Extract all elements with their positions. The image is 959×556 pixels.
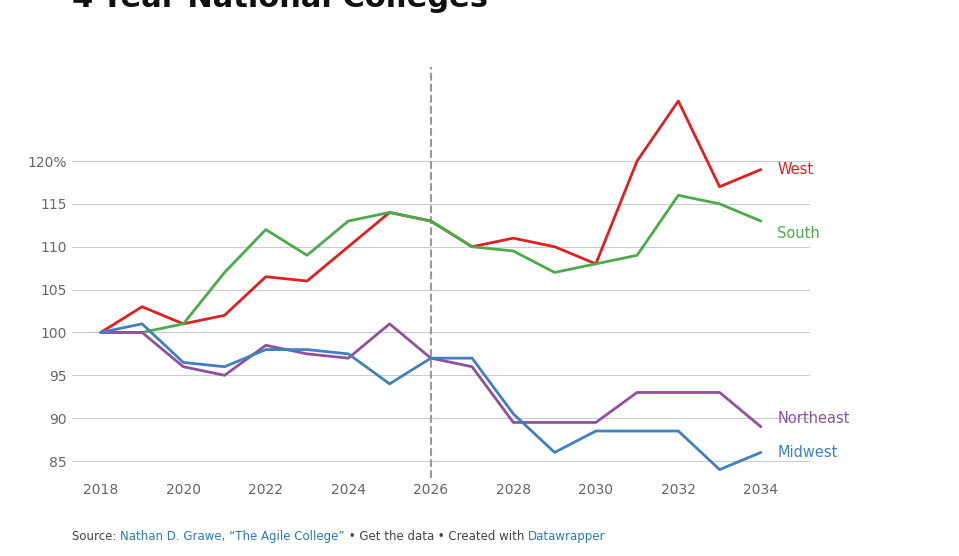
Text: Datawrapper: Datawrapper bbox=[527, 530, 605, 543]
Text: West: West bbox=[778, 162, 813, 177]
Text: South: South bbox=[778, 226, 820, 241]
Text: Midwest: Midwest bbox=[778, 445, 838, 460]
Text: Source:: Source: bbox=[72, 530, 120, 543]
Text: Northeast: Northeast bbox=[778, 411, 850, 426]
Text: • Created with: • Created with bbox=[433, 530, 527, 543]
Text: 4-Year National Colleges: 4-Year National Colleges bbox=[72, 0, 488, 13]
Text: • Get the data: • Get the data bbox=[344, 530, 433, 543]
Text: Nathan D. Grawe, “The Agile College”: Nathan D. Grawe, “The Agile College” bbox=[120, 530, 344, 543]
